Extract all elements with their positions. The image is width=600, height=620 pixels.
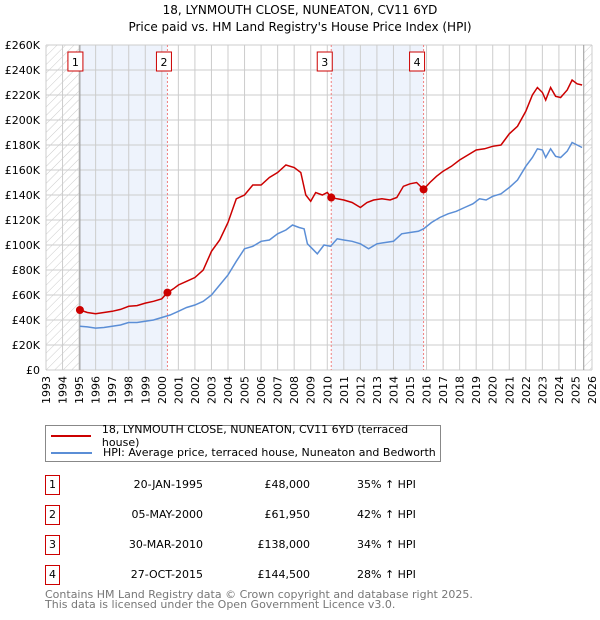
- sale-number-label: 1: [72, 56, 79, 69]
- sale-number-label: 4: [414, 56, 421, 69]
- x-tick-label: 2011: [338, 376, 351, 404]
- y-tick-label: £220K: [5, 89, 41, 102]
- sale-number-label: 3: [321, 56, 328, 69]
- sale-price: £48,000: [264, 478, 311, 491]
- x-tick-label: 2022: [520, 376, 533, 404]
- x-tick-label: 1999: [139, 376, 152, 404]
- x-tick-label: 2021: [503, 376, 516, 404]
- footer-copyright: Contains HM Land Registry data © Crown c…: [45, 588, 473, 601]
- x-tick-label: 2015: [404, 376, 417, 404]
- x-tick-label: 2018: [454, 376, 467, 404]
- x-tick-label: 1993: [40, 376, 53, 404]
- legend-item-hpi: HPI: Average price, terraced house, Nune…: [46, 444, 436, 461]
- x-tick-label: 2025: [569, 376, 582, 404]
- sale-point: [75, 306, 84, 314]
- x-tick-label: 1998: [123, 376, 136, 404]
- footer: Contains HM Land Registry data © Crown c…: [45, 588, 473, 611]
- sale-price: £144,500: [257, 568, 311, 581]
- y-tick-label: £0: [26, 364, 40, 377]
- x-tick-label: 2013: [371, 376, 384, 404]
- sale-date: 05-MAY-2000: [131, 508, 203, 521]
- sale-hpi-change: 35% ↑ HPI: [357, 478, 416, 491]
- x-tick-label: 1996: [90, 376, 103, 404]
- sale-hpi-change: 42% ↑ HPI: [357, 508, 416, 521]
- y-tick-label: £140K: [5, 189, 41, 202]
- sale-point: [163, 288, 172, 297]
- sale-hpi-change: 34% ↑ HPI: [357, 538, 416, 551]
- sale-date: 27-OCT-2015: [130, 568, 203, 581]
- x-tick-label: 2016: [421, 376, 434, 404]
- x-tick-label: 1995: [73, 376, 86, 404]
- sale-number-badge: [67, 51, 84, 72]
- legend: 18, LYNMOUTH CLOSE, NUNEATON, CV11 6YD (…: [45, 423, 441, 462]
- x-tick-label: 2006: [255, 376, 268, 404]
- legend-swatch-red: [51, 434, 91, 437]
- x-tick-label: 2012: [354, 376, 367, 404]
- no-data-hatch: [583, 45, 592, 370]
- sale-number: 2: [45, 505, 60, 525]
- y-tick-label: £100K: [5, 239, 41, 252]
- sale-price: £61,950: [264, 508, 311, 521]
- x-tick-label: 2024: [553, 376, 566, 404]
- legend-label: 18, LYNMOUTH CLOSE, NUNEATON, CV11 6YD (…: [101, 422, 409, 449]
- hpi-line: [79, 141, 583, 329]
- sale-period-shade: [79, 45, 168, 370]
- sale-number: 3: [45, 535, 60, 555]
- chart-subtitle: Price paid vs. HM Land Registry's House …: [128, 20, 471, 34]
- x-tick-label: 2007: [272, 376, 285, 404]
- sale-date: 20-JAN-1995: [133, 478, 203, 491]
- sale-number-badge: [316, 51, 333, 72]
- x-tick-label: 2001: [172, 376, 185, 404]
- sale-number: 4: [45, 565, 60, 585]
- sale-date: 30-MAR-2010: [128, 538, 203, 551]
- x-tick-label: 2003: [205, 376, 218, 404]
- x-tick-label: 2019: [470, 376, 483, 404]
- sale-price: £138,000: [257, 538, 311, 551]
- sale-point: [327, 193, 336, 202]
- legend-swatch-blue: [51, 451, 92, 454]
- x-tick-label: 2017: [437, 376, 450, 404]
- sale-number-label: 2: [160, 56, 167, 69]
- y-tick-label: £160K: [5, 164, 41, 177]
- x-tick-label: 2008: [288, 376, 301, 404]
- y-tick-label: £240K: [5, 64, 41, 77]
- x-tick-label: 2009: [305, 376, 318, 404]
- chart-title: 18, LYNMOUTH CLOSE, NUNEATON, CV11 6YD: [163, 3, 438, 17]
- y-tick-label: £20K: [12, 339, 41, 352]
- sale-point: [419, 185, 428, 194]
- x-tick-label: 2004: [222, 376, 235, 404]
- y-tick-label: £120K: [5, 214, 41, 227]
- y-tick-label: £80K: [12, 264, 41, 277]
- x-tick-label: 1997: [106, 376, 119, 404]
- price-chart: 18, LYNMOUTH CLOSE, NUNEATON, CV11 6YD P…: [5, 3, 599, 404]
- x-tick-label: 2002: [189, 376, 202, 404]
- y-tick-label: £260K: [5, 39, 41, 52]
- x-tick-label: 1994: [57, 376, 70, 404]
- x-tick-label: 2010: [321, 376, 334, 404]
- legend-item-property: 18, LYNMOUTH CLOSE, NUNEATON, CV11 6YD (…: [46, 423, 440, 449]
- x-tick-label: 2026: [586, 376, 599, 404]
- x-tick-label: 2023: [536, 376, 549, 404]
- sale-number-badge: [155, 51, 172, 72]
- sale-number: 1: [45, 475, 60, 495]
- x-tick-label: 2000: [156, 376, 169, 404]
- footer-licence: This data is licensed under the Open Gov…: [45, 598, 396, 611]
- x-tick-label: 2020: [487, 376, 500, 404]
- y-tick-label: £200K: [5, 114, 41, 127]
- sale-number-badge: [409, 51, 426, 72]
- legend-label: HPI: Average price, terraced house, Nune…: [103, 446, 436, 459]
- x-tick-label: 2005: [239, 376, 252, 404]
- x-tick-label: 2014: [387, 376, 400, 404]
- price-paid-line: [79, 78, 583, 315]
- y-tick-label: £180K: [5, 139, 41, 152]
- y-tick-label: £60K: [12, 289, 41, 302]
- y-tick-label: £40K: [12, 314, 41, 327]
- sale-hpi-change: 28% ↑ HPI: [357, 568, 416, 581]
